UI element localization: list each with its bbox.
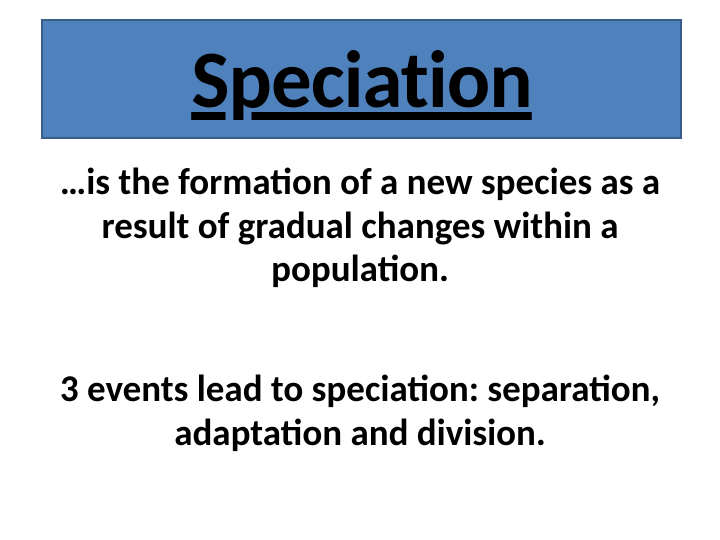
events-paragraph: 3 events lead to speciation: separation,… [40,367,680,454]
slide: Speciation …is the formation of a new sp… [0,0,720,540]
title-box: Speciation [41,19,682,139]
slide-title: Speciation [191,39,532,120]
definition-paragraph: …is the formation of a new species as a … [40,160,680,291]
